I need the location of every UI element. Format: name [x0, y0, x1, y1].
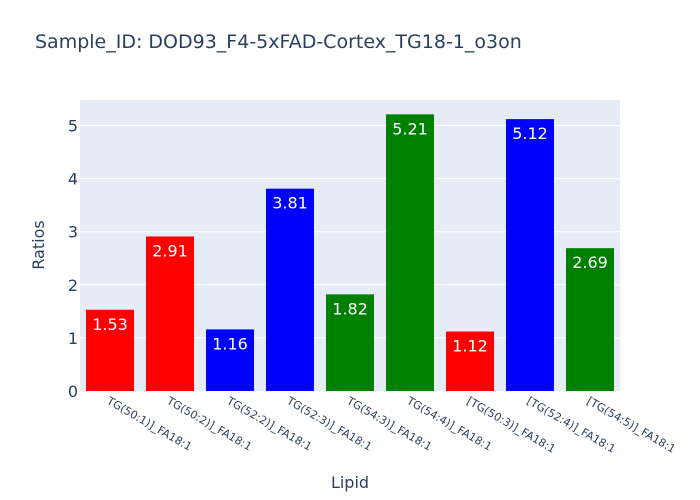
bar-value-label: 5.21	[392, 119, 428, 138]
x-tick-labels: TG(50:1)]_FA18:1TG(50:2)]_FA18:1TG(52:2)…	[104, 394, 678, 456]
bar	[386, 114, 434, 392]
bar-value-label: 2.69	[572, 253, 608, 272]
bar-value-label: 1.82	[332, 299, 368, 318]
bar	[326, 294, 374, 391]
bar	[86, 309, 134, 391]
bar-value-label: 5.12	[512, 124, 548, 143]
y-tick-label: 2	[68, 276, 78, 295]
bar	[566, 248, 614, 391]
bar	[206, 329, 254, 391]
bar-value-label: 1.12	[452, 337, 488, 356]
bar	[266, 188, 314, 391]
bar	[446, 331, 494, 391]
y-tick-label: 1	[68, 329, 78, 348]
bar	[146, 236, 194, 391]
x-axis-title: Lipid	[331, 473, 369, 492]
bar	[506, 119, 554, 391]
y-tick-label: 4	[68, 170, 78, 189]
y-tick-labels: 0 1 2 3 4 5	[68, 116, 78, 401]
y-axis-title: Ratios	[29, 220, 48, 269]
y-tick-label: 5	[68, 116, 78, 135]
bar-value-label: 1.16	[212, 334, 248, 353]
bar-value-label: 1.53	[92, 315, 128, 334]
chart-title: Sample_ID: DOD93_F4-5xFAD-Cortex_TG18-1_…	[35, 31, 522, 53]
bars-group: 1.53 2.91 1.16 3.81 1.82 5.21 1.12 5.12 2.69	[86, 114, 614, 392]
y-tick-label: 0	[68, 382, 78, 401]
y-tick-label: 3	[68, 223, 78, 242]
bar-value-label: 3.81	[272, 194, 308, 213]
bar-value-label: 2.91	[152, 241, 188, 260]
